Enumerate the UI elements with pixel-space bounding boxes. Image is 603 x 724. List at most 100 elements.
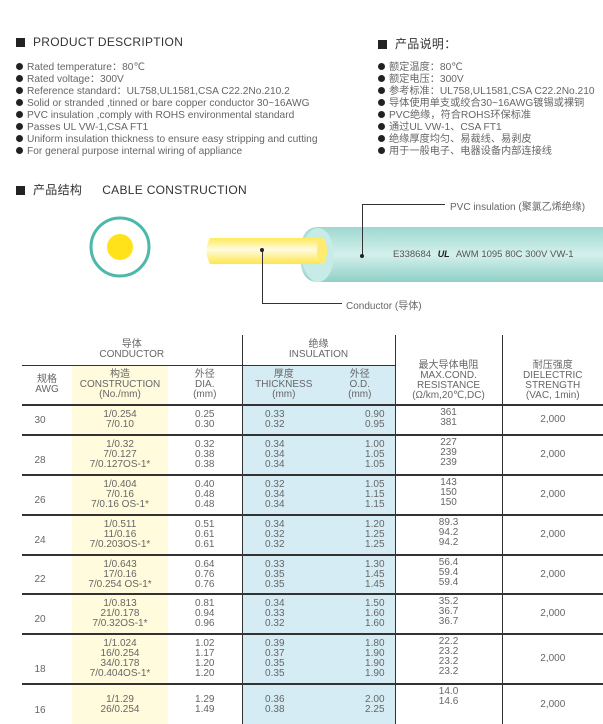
dielectric-cell: 2,000 — [502, 634, 603, 684]
thickness-value: 0.35 — [243, 580, 326, 590]
list-item: For general purpose internal wiring of a… — [16, 146, 318, 158]
cross-section-icon — [91, 218, 149, 276]
thickness-value: 0.32 — [243, 540, 326, 550]
awg-value: 20 — [22, 615, 58, 625]
awg-value: 18 — [22, 665, 58, 675]
list-item: Solid or stranded ,tinned or bare copper… — [16, 98, 318, 110]
thickness-value: 0.32 — [243, 619, 326, 629]
list-item: 导体使用单支或绞合30~16AWG镀锡或裸铜 — [378, 98, 595, 110]
construction-value: 7/0.127OS-1* — [72, 460, 168, 470]
insulation-dot — [360, 254, 364, 258]
thickness-value: 0.33 — [243, 560, 326, 570]
awg-value: 22 — [22, 575, 58, 585]
conductor-leader-line — [262, 303, 342, 304]
item-text: Rated voltage：300V — [27, 74, 124, 85]
conductor-leader-line — [262, 250, 263, 304]
od-value: 1.30 — [325, 560, 395, 570]
od-value: 1.60 — [325, 619, 395, 629]
list-item: 额定电压：300V — [378, 74, 595, 86]
item-text: Passes UL VW-1,CSA FT1 — [27, 122, 148, 133]
resistance-value: 239 — [396, 458, 502, 468]
awg-cell: 20 — [22, 594, 72, 634]
resistance-value: 23.2 — [396, 667, 502, 677]
thickness-value: 0.34 — [243, 500, 326, 510]
awg-value: 30 — [22, 416, 58, 426]
construction-value: 7/0.10 — [72, 420, 168, 430]
list-item: Rated temperature：80℃ — [16, 62, 318, 74]
resistance-value: 94.2 — [396, 538, 502, 548]
awg-cell: 24 — [22, 515, 72, 555]
dielectric-cell: 2,000 — [502, 555, 603, 594]
list-item: PVC绝缘，符合ROHS环保标准 — [378, 110, 595, 122]
construction-value: 1/0.643 — [72, 560, 168, 570]
awg-cell: 28 — [22, 435, 72, 475]
od-value: 1.45 — [325, 580, 395, 590]
dia-value: 0.30 — [168, 420, 242, 430]
list-item: 参考标准：UL758,UL1581,CSA C22.2No.210 — [378, 86, 595, 98]
thickness-value: 0.35 — [243, 570, 326, 580]
dia-value: 0.61 — [168, 540, 242, 550]
awg-value: 26 — [22, 496, 58, 506]
item-text: Solid or stranded ,tinned or bare copper… — [27, 98, 310, 109]
resistance-value: 59.4 — [396, 578, 502, 588]
insulation-leader-line — [362, 204, 363, 256]
awg-value: 24 — [22, 536, 58, 546]
item-text: Uniform insulation thickness to ensure e… — [27, 134, 318, 145]
list-item: 通过UL VW-1、CSA FT1 — [378, 122, 595, 134]
thickness-value: 0.36 — [243, 695, 326, 705]
dia-value: 0.38 — [168, 460, 242, 470]
construction-value: 7/0.32OS-1* — [72, 619, 168, 629]
awg-cell: 16 — [22, 684, 72, 724]
list-item: 用于一般电子、电器设备内部连接线 — [378, 146, 595, 158]
item-text: 额定温度：80℃ — [389, 62, 463, 73]
insulation-leader-line — [362, 204, 445, 205]
list-item: 绝缘厚度均匀、易裁线、易剥皮 — [378, 134, 595, 146]
list-item: 额定温度：80℃ — [378, 62, 595, 74]
dielectric-value: 2,000 — [503, 415, 603, 425]
item-text: Rated temperature：80℃ — [27, 62, 145, 73]
dielectric-cell: 2,000 — [502, 435, 603, 475]
awg-value: 28 — [22, 456, 58, 466]
item-text: 额定电压：300V — [389, 74, 464, 85]
item-text: 绝缘厚度均匀、易裁线、易剥皮 — [389, 134, 532, 145]
dia-value: 0.64 — [168, 560, 242, 570]
construction-value: 7/0.404OS-1* — [72, 669, 168, 679]
resistance-value: 150 — [396, 498, 502, 508]
dielectric-value: 2,000 — [503, 490, 603, 500]
resistance-value: 36.7 — [396, 617, 502, 627]
awg-value: 16 — [22, 706, 58, 716]
